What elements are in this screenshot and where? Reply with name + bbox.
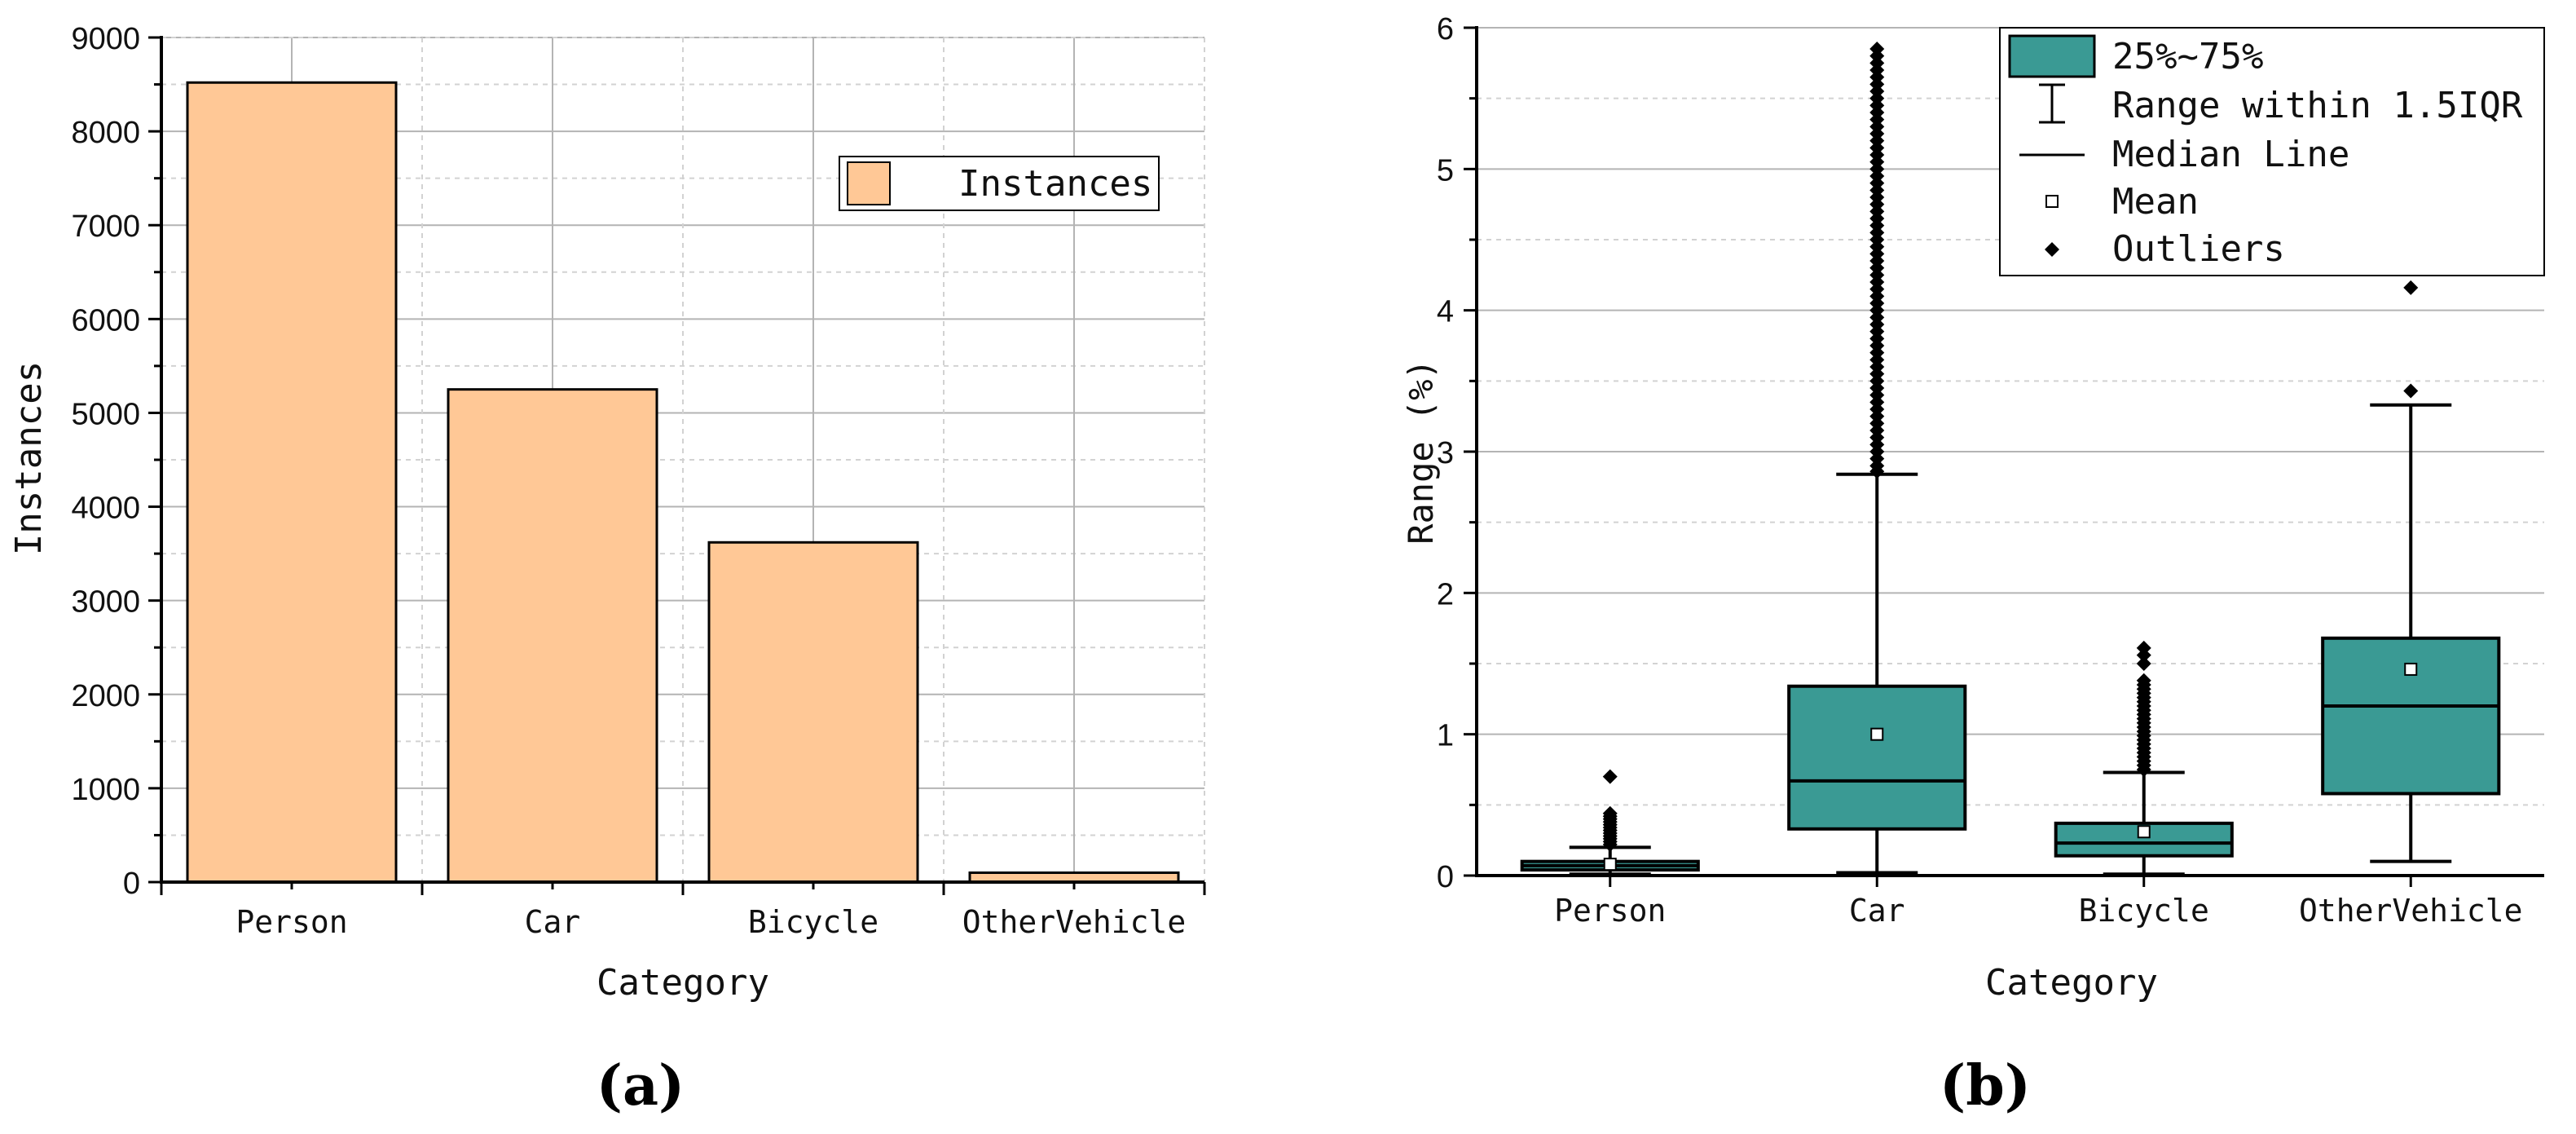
outlier-point-car bbox=[1869, 42, 1885, 56]
panel-label-a: (a) bbox=[597, 1053, 685, 1119]
mean-marker-othervehicle bbox=[2404, 662, 2418, 676]
y-tick-label: 5 bbox=[1437, 153, 1454, 188]
panel-label-b: (b) bbox=[1940, 1053, 2031, 1119]
x-tick-label-car: Car bbox=[1849, 893, 1905, 929]
legend-label-outliers: Outliers bbox=[2112, 228, 2285, 270]
bar-chart-legend: Instances bbox=[839, 156, 1160, 211]
x-tick-label-bicycle: Bicycle bbox=[2079, 893, 2209, 929]
legend-box-swatch bbox=[2008, 34, 2096, 78]
outlier-point-person bbox=[1602, 769, 1618, 784]
box-plot-tick-labels: 0 1 2 3 4 5 6 Person Car Bicycle OtherVehicle bbox=[1437, 12, 2523, 929]
y-tick-label: 3 bbox=[1437, 436, 1454, 470]
x-tick-label-person: Person bbox=[236, 904, 347, 940]
x-tick-label-othervehicle: OtherVehicle bbox=[962, 904, 1187, 940]
outlier-point-othervehicle bbox=[2403, 383, 2419, 399]
mean-marker-person bbox=[1603, 858, 1617, 871]
x-tick-label-bicycle: Bicycle bbox=[748, 904, 878, 940]
outlier-point-person bbox=[1602, 805, 1618, 821]
y-tick-label: 6 bbox=[1437, 12, 1454, 46]
legend-swatch-instances bbox=[847, 161, 891, 205]
outlier-point-bicycle bbox=[2136, 656, 2151, 671]
box-plot-x-axis-title: Category bbox=[1985, 962, 2158, 1004]
y-tick-label: 4 bbox=[1437, 295, 1454, 329]
y-tick-label: 4000 bbox=[71, 492, 140, 526]
box-plot-boxes bbox=[1520, 42, 2501, 876]
bar-bicycle bbox=[707, 541, 919, 884]
box-othervehicle bbox=[2321, 636, 2501, 796]
bar-chart-y-axis-title: Instances bbox=[8, 361, 50, 555]
bar-chart-tick-labels: 0 1000 2000 3000 4000 5000 6000 7000 8000 9000 Per… bbox=[71, 22, 1186, 940]
box-car bbox=[1787, 684, 1967, 831]
legend-label-iqr: 25%~75% bbox=[2112, 36, 2263, 77]
legend-label-median: Median Line bbox=[2112, 134, 2349, 175]
y-tick-label: 7000 bbox=[71, 210, 140, 244]
box-plot-axes bbox=[1464, 26, 2544, 887]
legend-label-instances: Instances bbox=[958, 163, 1152, 205]
box-plot-y-axis-title: Range (%) bbox=[1401, 359, 1441, 545]
bar-chart-axes bbox=[148, 36, 1206, 895]
y-tick-label: 3000 bbox=[71, 585, 140, 620]
bar-person bbox=[186, 81, 398, 884]
y-tick-label: 2000 bbox=[71, 679, 140, 713]
bar-car bbox=[447, 388, 658, 884]
y-tick-label: 6000 bbox=[71, 303, 140, 338]
bar-chart-panel: 0 1000 2000 3000 4000 5000 6000 7000 8000 9000 Per… bbox=[8, 22, 1206, 1119]
y-tick-label: 2 bbox=[1437, 577, 1454, 611]
x-tick-label-othervehicle: OtherVehicle bbox=[2299, 893, 2523, 929]
outlier-point-bicycle bbox=[2136, 640, 2151, 655]
outlier-point-bicycle bbox=[2136, 673, 2151, 688]
mean-marker-bicycle bbox=[2137, 825, 2151, 839]
legend-mean-icon bbox=[2045, 195, 2059, 208]
mean-marker-car bbox=[1870, 727, 1884, 741]
legend-label-mean: Mean bbox=[2112, 181, 2199, 223]
legend-outlier-icon bbox=[2045, 242, 2059, 257]
y-tick-label: 1 bbox=[1437, 719, 1454, 753]
y-tick-label: 0 bbox=[123, 867, 140, 901]
y-tick-label: 0 bbox=[1437, 860, 1454, 894]
bar-chart-x-axis-title: Category bbox=[597, 962, 769, 1004]
x-tick-label-person: Person bbox=[1554, 893, 1666, 929]
legend-label-whisker: Range within 1.5IQR bbox=[2112, 85, 2523, 126]
y-tick-label: 5000 bbox=[71, 397, 140, 431]
bar-chart-bars bbox=[186, 81, 1180, 884]
y-tick-label: 8000 bbox=[71, 116, 140, 150]
y-tick-label: 9000 bbox=[71, 22, 140, 56]
legend-whisker-icon bbox=[2039, 83, 2065, 124]
outlier-point-othervehicle bbox=[2403, 280, 2419, 295]
x-tick-label-car: Car bbox=[525, 904, 581, 940]
box-plot-legend: 25%~75% Range within 1.5IQR Median Line … bbox=[1999, 27, 2545, 276]
box-plot-panel: 0 1 2 3 4 5 6 Person Car Bicycle OtherVehicle Cate… bbox=[1401, 12, 2545, 1119]
y-tick-label: 1000 bbox=[71, 773, 140, 807]
